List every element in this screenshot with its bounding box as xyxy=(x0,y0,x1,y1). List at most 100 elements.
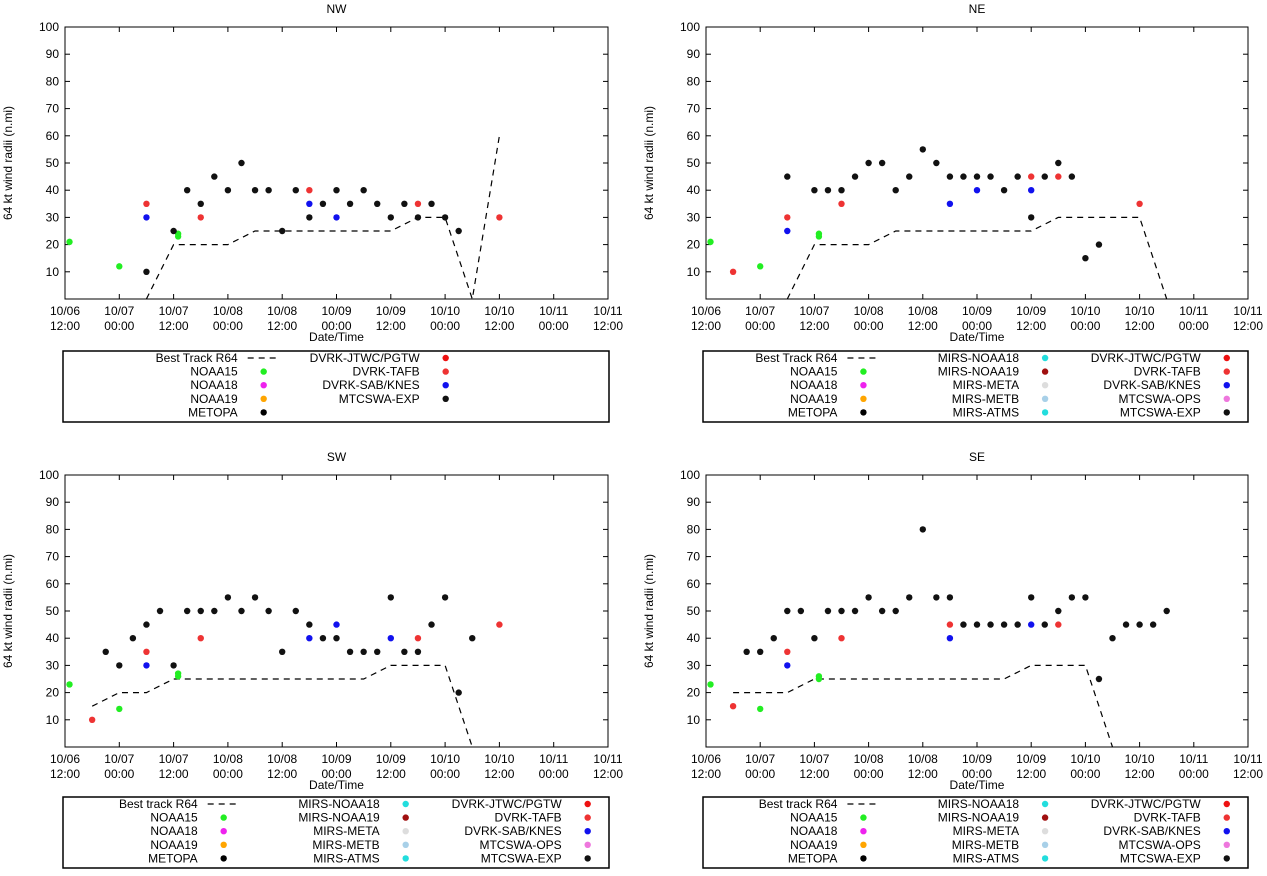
legend-dot-swatch xyxy=(1223,354,1230,362)
legend-dot-swatch xyxy=(860,841,867,848)
data-point xyxy=(1136,200,1143,207)
legend-dot-swatch xyxy=(860,814,867,821)
y-tick-label: 50 xyxy=(46,156,60,170)
x-tick-time: 12:00 xyxy=(1233,767,1263,781)
data-point xyxy=(238,159,245,167)
data-point xyxy=(919,146,926,153)
legend-label: DVRK-TAFB xyxy=(495,811,562,825)
x-tick-date: 10/07 xyxy=(799,304,829,318)
x-tick-date: 10/09 xyxy=(321,752,351,766)
legend-label: MIRS-METB xyxy=(952,392,1019,406)
legend-label: METOPA xyxy=(788,851,838,865)
x-tick-time: 12:00 xyxy=(484,767,514,781)
x-tick-date: 10/10 xyxy=(430,304,460,318)
data-point xyxy=(1041,173,1048,180)
data-point xyxy=(279,227,286,235)
data-point xyxy=(865,594,872,601)
data-point xyxy=(757,263,764,270)
x-tick-date: 10/11 xyxy=(593,752,622,766)
data-point xyxy=(414,200,422,207)
data-point xyxy=(946,200,954,207)
data-point xyxy=(1041,621,1048,628)
legend-dot-swatch xyxy=(442,368,449,375)
legend-label: MIRS-META xyxy=(313,824,379,838)
data-point xyxy=(933,594,940,601)
legend-dot-swatch xyxy=(442,354,449,362)
data-point xyxy=(401,200,408,207)
data-point xyxy=(946,621,954,628)
legend-dot-swatch xyxy=(402,800,409,808)
legend-dot-swatch xyxy=(1041,814,1049,821)
legend-dot-swatch xyxy=(442,382,449,389)
y-axis-label: 64 kt wind radii (n.mi) xyxy=(642,106,656,220)
legend-label: MIRS-ATMS xyxy=(313,851,379,865)
legend-label: DVRK-TAFB xyxy=(353,365,420,379)
data-point xyxy=(374,648,381,655)
data-point xyxy=(170,227,177,235)
y-axis-label: 64 kt wind radii (n.mi) xyxy=(642,554,656,668)
x-tick-time: 00:00 xyxy=(430,319,460,333)
legend-label: METOPA xyxy=(188,405,238,419)
legend-label: MIRS-NOAA19 xyxy=(938,811,1020,825)
data-point xyxy=(973,173,981,180)
legend-label: DVRK-SAB/KNES xyxy=(1103,378,1200,392)
legend-box xyxy=(702,350,1249,423)
panel-title: SE xyxy=(969,450,985,464)
legend-label: DVRK-SAB/KNES xyxy=(1103,824,1200,838)
x-tick-time: 12:00 xyxy=(267,319,297,333)
x-tick-time: 12:00 xyxy=(593,319,623,333)
data-point xyxy=(815,673,823,680)
data-point xyxy=(784,662,791,669)
data-point xyxy=(707,681,714,688)
data-layer xyxy=(66,594,503,747)
data-point xyxy=(174,670,182,677)
x-axis-label: Date/Time xyxy=(309,330,364,344)
data-point xyxy=(401,648,408,655)
data-point xyxy=(156,607,164,615)
legend-dot-swatch xyxy=(1223,814,1230,821)
legend-label: DVRK-JTWC/PGTW xyxy=(1091,351,1202,365)
data-point xyxy=(496,214,503,221)
y-tick-label: 10 xyxy=(46,265,60,279)
data-point xyxy=(973,187,981,194)
data-point xyxy=(743,648,750,655)
data-point xyxy=(919,526,926,533)
y-tick-label: 50 xyxy=(687,156,701,170)
y-tick-label: 70 xyxy=(687,102,701,116)
plot-frame xyxy=(705,26,1249,300)
data-point xyxy=(387,594,394,601)
legend-dot-swatch xyxy=(1223,828,1230,835)
legend-dot-swatch xyxy=(220,841,227,848)
x-axis-label: Date/Time xyxy=(950,778,1005,792)
data-point xyxy=(784,607,791,615)
legend-dot-swatch xyxy=(1223,409,1230,416)
legend-label: MIRS-NOAA18 xyxy=(938,797,1020,811)
x-tick-date: 10/09 xyxy=(321,304,351,318)
legend-label: METOPA xyxy=(148,851,198,865)
legend-label: NOAA19 xyxy=(790,392,838,406)
y-tick-label: 80 xyxy=(46,74,60,88)
legend-dot-swatch xyxy=(860,395,867,402)
x-tick-date: 10/09 xyxy=(376,752,406,766)
best-track-line xyxy=(91,664,473,747)
data-point xyxy=(1028,173,1035,180)
x-tick-date: 10/07 xyxy=(104,304,134,318)
legend-dot-swatch xyxy=(1041,855,1049,862)
y-tick-label: 40 xyxy=(687,631,701,645)
legend-label: DVRK-JTWC/PGTW xyxy=(1091,797,1202,811)
legend-label: MTCSWA-OPS xyxy=(1119,838,1201,852)
x-tick-date: 10/08 xyxy=(854,752,884,766)
x-tick-time: 00:00 xyxy=(213,767,243,781)
x-tick-time: 12:00 xyxy=(691,767,721,781)
data-point xyxy=(143,268,150,275)
legend-label: NOAA18 xyxy=(790,378,838,392)
legend-label: MTCSWA-OPS xyxy=(479,838,561,852)
data-point xyxy=(333,621,340,628)
legend-dot-swatch xyxy=(260,395,267,402)
y-tick-label: 30 xyxy=(46,210,60,224)
data-point xyxy=(1028,594,1035,601)
legend-dot-swatch xyxy=(584,814,591,821)
best-track-line xyxy=(733,664,1114,747)
data-point xyxy=(1068,173,1076,180)
